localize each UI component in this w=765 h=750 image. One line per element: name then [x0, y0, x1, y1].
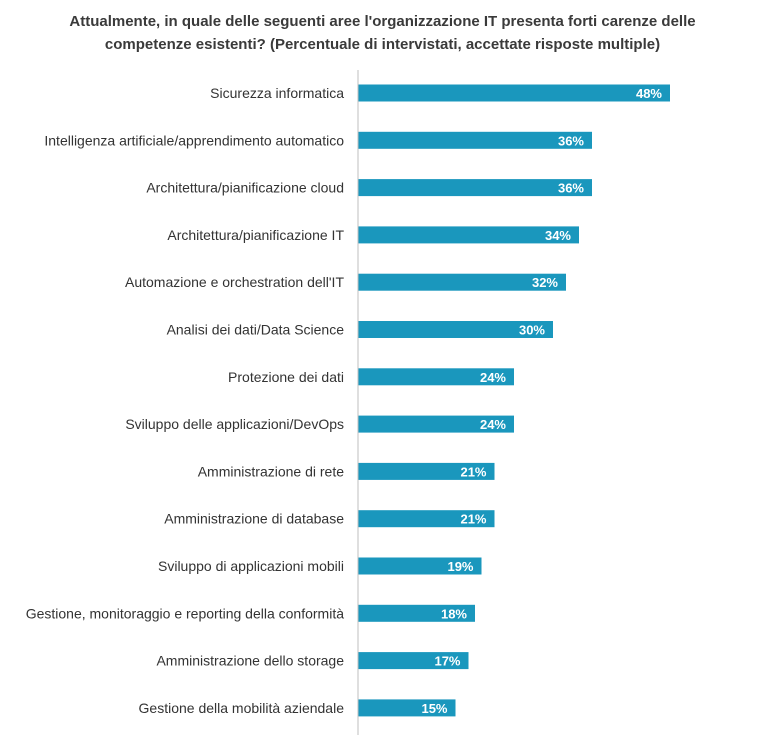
bar-row: Intelligenza artificiale/apprendimento a…: [44, 131, 592, 149]
category-label: Sviluppo delle applicazioni/DevOps: [125, 416, 344, 432]
category-label: Architettura/pianificazione IT: [167, 227, 344, 243]
bar-row: Amministrazione di database 21%: [164, 510, 495, 528]
category-label: Gestione della mobilità aziendale: [139, 700, 345, 716]
bar: [358, 368, 514, 386]
bar-row: Architettura/pianificazione IT 34%: [167, 226, 579, 244]
bar: [358, 179, 592, 197]
value-label: 36%: [558, 181, 584, 196]
bar: [358, 273, 566, 291]
value-label: 15%: [421, 701, 447, 716]
category-label: Amministrazione dello storage: [156, 653, 344, 669]
category-label: Amministrazione di rete: [198, 463, 344, 479]
category-label: Sviluppo di applicazioni mobili: [158, 558, 344, 574]
bar: [358, 604, 475, 622]
value-label: 30%: [519, 323, 545, 338]
category-label: Automazione e orchestration dell'IT: [125, 274, 344, 290]
bar: [358, 462, 495, 480]
value-label: 21%: [460, 512, 486, 527]
bar: [358, 652, 469, 670]
category-label: Intelligenza artificiale/apprendimento a…: [44, 132, 344, 148]
value-label: 48%: [636, 86, 662, 101]
bar-row: Sviluppo di applicazioni mobili 19%: [158, 557, 482, 575]
bar-row: Gestione della mobilità aziendale 15%: [139, 699, 456, 717]
category-label: Architettura/pianificazione cloud: [146, 180, 344, 196]
bar-row: Amministrazione dello storage 17%: [156, 652, 469, 670]
value-label: 34%: [545, 228, 571, 243]
value-label: 32%: [532, 275, 558, 290]
bar-row: Analisi dei dati/Data Science 30%: [167, 321, 553, 338]
bars-layer: Sicurezza informatica 48% Intelligenza art…: [26, 84, 670, 717]
category-label: Sicurezza informatica: [210, 85, 344, 101]
category-label: Gestione, monitoraggio e reporting della…: [26, 605, 345, 621]
value-label: 36%: [558, 133, 584, 148]
value-label: 24%: [480, 417, 506, 432]
bar: [358, 510, 495, 528]
value-label: 18%: [441, 606, 467, 621]
bar-row: Architettura/pianificazione cloud 36%: [146, 179, 592, 197]
bar-row: Gestione, monitoraggio e reporting della…: [26, 604, 475, 622]
value-label: 24%: [480, 370, 506, 385]
bar: [358, 415, 514, 433]
bar: [358, 131, 592, 149]
bar-row: Amministrazione di rete 21%: [198, 462, 495, 480]
category-label: Amministrazione di database: [164, 511, 344, 527]
bar-row: Protezione dei dati 24%: [228, 368, 514, 386]
bar-row: Sviluppo delle applicazioni/DevOps 24%: [125, 415, 514, 433]
bar: [358, 557, 482, 575]
chart-title: Attualmente, in quale delle seguenti are…: [69, 13, 696, 53]
bar: [358, 226, 579, 244]
value-label: 21%: [460, 464, 486, 479]
bar: [358, 699, 456, 717]
bar: [358, 84, 670, 102]
bar-row: Sicurezza informatica 48%: [210, 84, 670, 102]
bar-row: Automazione e orchestration dell'IT 32%: [125, 273, 566, 291]
bar: [358, 321, 553, 338]
category-label: Analisi dei dati/Data Science: [167, 322, 345, 338]
value-label: 17%: [434, 654, 460, 669]
value-label: 19%: [447, 559, 473, 574]
category-label: Protezione dei dati: [228, 369, 344, 385]
